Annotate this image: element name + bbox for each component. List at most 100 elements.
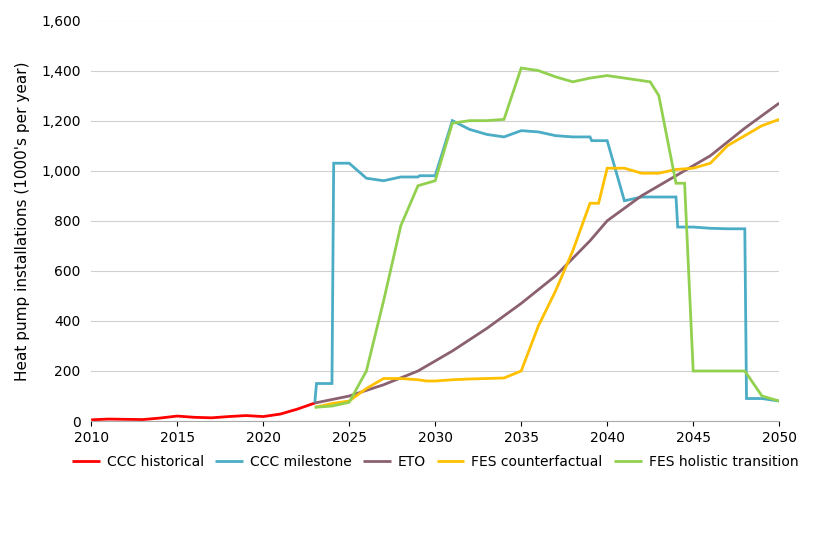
CCC milestone [654, 194, 664, 200]
FES counterfactual [619, 165, 629, 172]
FES counterfactual [516, 368, 526, 374]
CCC historical [103, 416, 113, 422]
FES holistic transition [757, 393, 767, 399]
FES holistic transition [706, 368, 716, 374]
ETO [551, 272, 561, 279]
CCC milestone [706, 225, 716, 231]
CCC milestone [361, 175, 371, 182]
ETO [310, 400, 320, 406]
FES holistic transition [671, 180, 681, 187]
FES counterfactual [379, 375, 389, 382]
FES counterfactual [722, 142, 732, 149]
FES counterfactual [344, 398, 354, 404]
FES counterfactual [654, 170, 664, 177]
CCC milestone [516, 127, 526, 134]
CCC milestone [533, 129, 543, 135]
FES holistic transition [499, 116, 509, 123]
Line: FES counterfactual: FES counterfactual [315, 119, 779, 408]
CCC milestone [740, 225, 750, 232]
FES counterfactual [593, 200, 603, 207]
CCC milestone [379, 177, 389, 184]
FES holistic transition [568, 79, 578, 85]
CCC historical [292, 406, 303, 412]
FES counterfactual [706, 160, 716, 166]
FES counterfactual [464, 376, 474, 382]
CCC milestone [344, 160, 354, 166]
FES holistic transition [585, 75, 595, 82]
FES holistic transition [396, 223, 406, 229]
FES counterfactual [361, 385, 371, 392]
FES holistic transition [361, 368, 371, 374]
CCC historical [86, 416, 96, 423]
ETO [774, 100, 784, 107]
ETO [740, 125, 750, 131]
CCC milestone [328, 160, 339, 166]
Legend: CCC historical, CCC milestone, ETO, FES counterfactual, FES holistic transition: CCC historical, CCC milestone, ETO, FES … [67, 449, 804, 474]
CCC historical [241, 412, 251, 419]
ETO [671, 172, 681, 179]
CCC historical [276, 411, 286, 417]
FES counterfactual [327, 400, 337, 407]
CCC historical [137, 416, 147, 423]
CCC historical [258, 414, 268, 420]
CCC milestone [742, 395, 752, 402]
FES holistic transition [533, 67, 543, 74]
FES holistic transition [344, 399, 354, 405]
FES counterfactual [499, 375, 509, 381]
ETO [585, 237, 595, 244]
Line: ETO: ETO [315, 103, 779, 403]
FES holistic transition [413, 183, 423, 189]
CCC milestone [413, 174, 423, 181]
FES holistic transition [654, 92, 664, 99]
CCC milestone [396, 174, 406, 181]
FES counterfactual [430, 378, 440, 385]
FES counterfactual [688, 165, 698, 172]
FES holistic transition [447, 120, 458, 126]
FES counterfactual [585, 200, 595, 207]
FES counterfactual [396, 375, 406, 382]
FES counterfactual [740, 132, 750, 139]
FES counterfactual [757, 123, 767, 129]
CCC milestone [312, 380, 322, 387]
CCC milestone [447, 118, 458, 124]
FES counterfactual [422, 378, 432, 385]
FES holistic transition [327, 403, 337, 409]
FES holistic transition [637, 77, 647, 84]
ETO [379, 381, 389, 388]
CCC historical [189, 414, 199, 421]
CCC milestone [722, 225, 732, 232]
CCC historical [224, 414, 234, 420]
CCC milestone [587, 137, 597, 144]
Y-axis label: Heat pump installations (1000's per year): Heat pump installations (1000's per year… [15, 61, 30, 381]
CCC historical [172, 413, 182, 420]
ETO [603, 218, 613, 224]
CCC milestone [619, 197, 629, 204]
CCC milestone [774, 398, 784, 404]
FES holistic transition [722, 368, 732, 374]
CCC milestone [482, 131, 492, 138]
FES counterfactual [413, 376, 423, 383]
ETO [637, 193, 647, 199]
CCC milestone [327, 380, 337, 387]
FES holistic transition [603, 72, 613, 79]
FES counterfactual [774, 116, 784, 123]
ETO [447, 348, 458, 354]
Line: CCC historical: CCC historical [91, 403, 315, 420]
FES counterfactual [603, 165, 613, 172]
CCC historical [310, 400, 320, 406]
CCC milestone [603, 137, 613, 144]
FES holistic transition [680, 180, 690, 187]
CCC historical [155, 415, 165, 421]
FES holistic transition [310, 404, 320, 411]
FES counterfactual [551, 288, 561, 294]
FES holistic transition [551, 73, 561, 80]
FES holistic transition [464, 118, 474, 124]
CCC milestone [673, 224, 683, 230]
CCC milestone [464, 126, 474, 133]
CCC milestone [430, 172, 440, 179]
FES counterfactual [482, 375, 492, 382]
Line: CCC milestone: CCC milestone [315, 121, 779, 403]
FES holistic transition [645, 79, 655, 85]
Line: FES holistic transition: FES holistic transition [315, 68, 779, 408]
CCC milestone [671, 194, 681, 200]
